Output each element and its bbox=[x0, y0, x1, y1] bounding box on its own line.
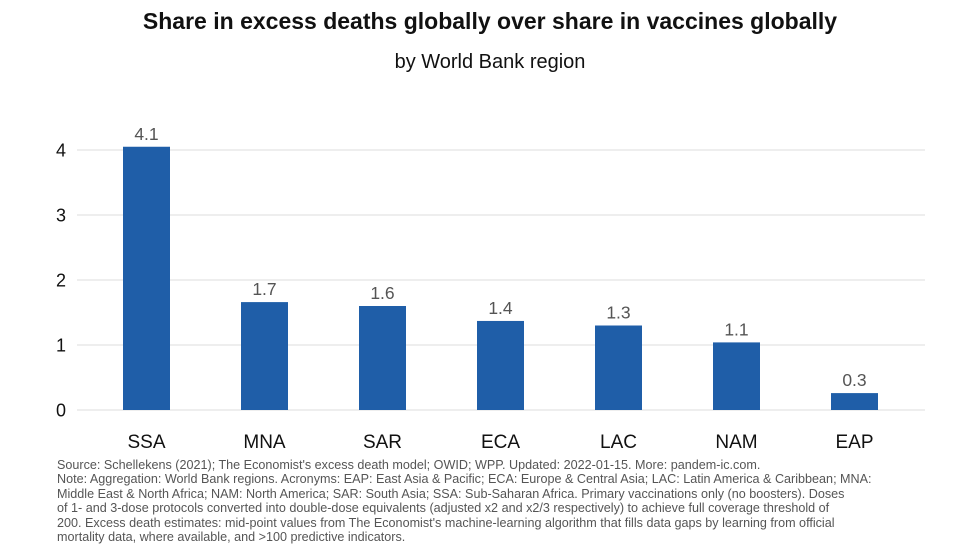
chart-subtitle: by World Bank region bbox=[394, 51, 586, 73]
data-label: 4.1 bbox=[134, 124, 158, 144]
bar bbox=[123, 146, 170, 410]
x-tick-label: EAP bbox=[835, 432, 873, 453]
data-label: 1.4 bbox=[488, 298, 513, 318]
notes-line: of 1- and 3-dose protocols converted int… bbox=[57, 501, 830, 516]
source-notes: Source: Schellekens (2021); The Economis… bbox=[57, 458, 957, 544]
notes-line: Middle East & North Africa; NAM: North A… bbox=[57, 486, 845, 501]
y-tick-label: 2 bbox=[56, 271, 66, 291]
data-label: 0.3 bbox=[842, 370, 866, 390]
bar bbox=[241, 302, 288, 410]
bar bbox=[477, 320, 524, 410]
y-tick-label: 3 bbox=[56, 206, 66, 226]
x-tick-label: SSA bbox=[127, 432, 165, 453]
notes-line: 200. Excess death estimates: mid-point v… bbox=[57, 515, 835, 530]
notes-line: mortality data, where available, and >10… bbox=[57, 530, 406, 545]
data-label: 1.1 bbox=[724, 319, 748, 339]
x-tick-label: ECA bbox=[481, 432, 520, 453]
bar bbox=[713, 342, 760, 410]
notes-line: Note: Aggregation: World Bank regions. A… bbox=[57, 472, 872, 487]
y-tick-label: 0 bbox=[56, 401, 66, 421]
y-tick-label: 1 bbox=[56, 336, 66, 356]
x-tick-label: MNA bbox=[243, 432, 286, 453]
x-tick-label: NAM bbox=[715, 432, 757, 453]
bar bbox=[359, 306, 406, 410]
chart-title: Share in excess deaths globally over sha… bbox=[142, 8, 838, 34]
data-label: 1.7 bbox=[252, 279, 276, 299]
x-tick-label: LAC bbox=[600, 432, 637, 453]
y-tick-label: 4 bbox=[56, 141, 66, 161]
bar-chart: 0 1 2 3 4 4.1 SSA 1.7 MNA 1.6 SAR 1.4 ECA 1.3 LAC 1.1 NA… bbox=[56, 124, 925, 453]
bar bbox=[831, 393, 878, 410]
data-label: 1.3 bbox=[606, 303, 630, 323]
notes-line: Source: Schellekens (2021); The Economis… bbox=[57, 458, 761, 472]
bar bbox=[595, 325, 642, 410]
x-tick-label: SAR bbox=[363, 432, 402, 453]
data-label: 1.6 bbox=[370, 283, 394, 303]
